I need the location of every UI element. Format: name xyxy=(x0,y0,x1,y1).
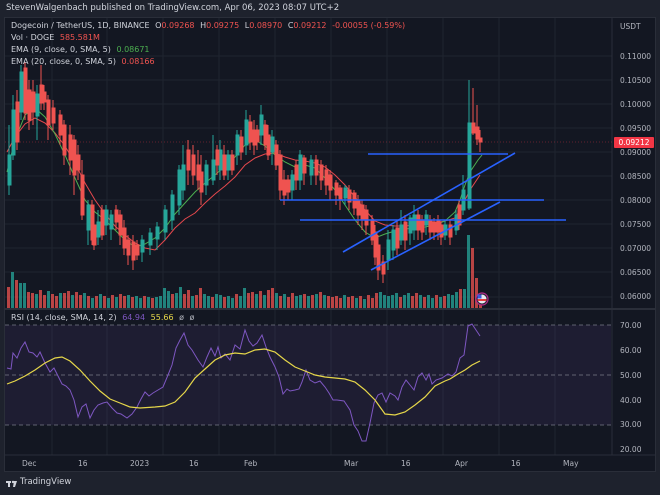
chart-frame[interactable] xyxy=(4,17,656,472)
volume-bars xyxy=(7,235,482,308)
channel-upper-line xyxy=(342,152,516,253)
time-tick: 16 xyxy=(511,459,521,468)
rsi-tick: 60.00 xyxy=(620,346,642,355)
ema9-legend[interactable]: EMA (9, close, 0, SMA, 5) 0.08671 xyxy=(11,45,153,54)
price-tick: 0.06000 xyxy=(620,292,652,301)
price-tick: 0.11000 xyxy=(620,52,652,61)
rsi-extra-2: ø xyxy=(189,313,195,322)
low-value: 0.08970 xyxy=(249,21,283,30)
trend-drawings xyxy=(280,152,566,271)
high-label: H xyxy=(200,21,207,30)
rsi-line xyxy=(6,323,481,442)
tradingview-brand[interactable]: TradingView xyxy=(20,477,71,487)
open-value: 0.09268 xyxy=(161,21,195,30)
ema20-value: 0.08166 xyxy=(121,57,155,66)
publisher-line: StevenWalgenbach published on TradingVie… xyxy=(6,3,340,13)
volume-legend[interactable]: Vol · DOGE 585.581M xyxy=(11,33,103,42)
time-tick: Dec xyxy=(22,459,37,468)
price-tick: 0.08500 xyxy=(620,172,652,181)
ema9-label: EMA (9, close, 0, SMA, 5) xyxy=(11,45,111,54)
rsi-label: RSI (14, close, SMA, 14, 2) xyxy=(11,313,117,322)
price-tick: 0.09500 xyxy=(620,124,652,133)
time-tick: 16 xyxy=(401,459,411,468)
rsi-extra-1: ø xyxy=(179,313,184,322)
rsi-legend[interactable]: RSI (14, close, SMA, 14, 2) 64.94 55.66 … xyxy=(11,313,197,322)
rsi-tick: 30.00 xyxy=(620,420,642,429)
price-tick: 0.10000 xyxy=(620,100,652,109)
time-tick: Feb xyxy=(244,459,258,468)
price-tick: 0.06500 xyxy=(620,268,652,277)
rsi-sma-line xyxy=(6,348,481,416)
time-tick: 16 xyxy=(78,459,88,468)
price-tick: 0.10500 xyxy=(620,76,652,85)
rsi-tick: 40.00 xyxy=(620,396,642,405)
volume-value: 585.581M xyxy=(59,33,100,42)
volume-label: Vol · DOGE xyxy=(11,33,55,42)
tradingview-logo-icon xyxy=(6,480,17,487)
rsi-value: 64.94 xyxy=(122,313,146,322)
symbol-legend[interactable]: Dogecoin / TetherUS, 1D, BINANCE O0.0926… xyxy=(11,21,408,30)
current-price-tag: 0.09212 xyxy=(614,137,654,148)
low-label: L xyxy=(244,21,250,30)
price-tick: 0.08000 xyxy=(620,196,652,205)
symbol-name[interactable]: Dogecoin / TetherUS, 1D, BINANCE xyxy=(11,21,150,30)
candles xyxy=(7,62,483,283)
time-tick: 16 xyxy=(189,459,199,468)
time-tick: Apr xyxy=(455,459,468,468)
ema20-legend[interactable]: EMA (20, close, 0, SMA, 5) 0.08166 xyxy=(11,57,158,66)
rsi-tick: 50.00 xyxy=(620,371,642,380)
price-tick: 0.07500 xyxy=(620,220,652,229)
ema9-value: 0.08671 xyxy=(116,45,150,54)
brand-name: TradingView xyxy=(20,477,72,487)
time-tick: 2023 xyxy=(130,459,150,468)
rsi-sma-value: 55.66 xyxy=(150,313,174,322)
close-value: 0.09212 xyxy=(293,21,327,30)
close-label: C xyxy=(287,21,294,30)
channel-lower-line xyxy=(370,201,501,271)
rsi-tick: 20.00 xyxy=(620,445,642,454)
ema20-label: EMA (20, close, 0, SMA, 5) xyxy=(11,57,116,66)
price-tick: 0.09000 xyxy=(620,148,652,157)
currency-label[interactable]: USDT xyxy=(620,22,641,31)
time-tick: Mar xyxy=(344,459,359,468)
change-value: -0.00055 (-0.59%) xyxy=(332,21,406,30)
us-flag-event-icon xyxy=(475,292,489,306)
time-tick: May xyxy=(563,459,579,468)
open-label: O xyxy=(155,21,162,30)
price-tick: 0.07000 xyxy=(620,244,652,253)
rsi-tick: 70.00 xyxy=(620,321,642,330)
high-value: 0.09275 xyxy=(206,21,240,30)
